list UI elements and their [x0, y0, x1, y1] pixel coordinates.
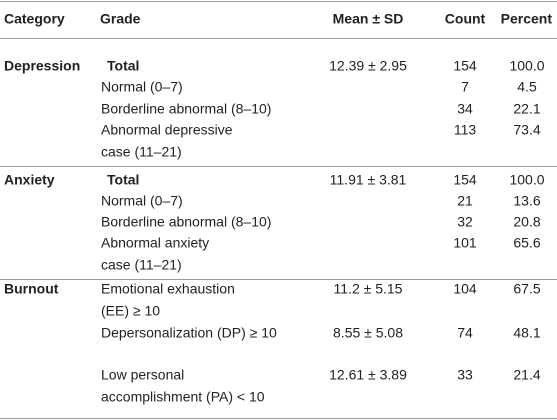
- grade-cell: (EE) ≥ 10: [101, 303, 160, 319]
- header-cell: Category: [4, 11, 65, 27]
- mean-cell: 12.39 ± 2.95: [329, 58, 407, 74]
- count-cell: 154: [453, 172, 477, 188]
- header-cell: Mean ± SD: [333, 11, 404, 27]
- grade-cell: Total: [107, 172, 139, 188]
- mean-cell: 11.2 ± 5.15: [334, 281, 403, 297]
- grade-cell: case (11–21): [101, 144, 182, 160]
- count-cell: 34: [457, 101, 473, 117]
- grade-cell: Abnormal anxiety: [101, 235, 209, 251]
- percent-cell: 100.0: [509, 58, 544, 74]
- percent-cell: 48.1: [513, 325, 540, 341]
- count-cell: 33: [457, 367, 473, 383]
- count-cell: 101: [453, 235, 477, 251]
- mean-cell: 8.55 ± 5.08: [333, 325, 403, 341]
- percent-cell: 20.8: [513, 214, 540, 230]
- percent-cell: 67.5: [513, 281, 540, 297]
- category-cell: Burnout: [4, 281, 59, 297]
- grade-cell: Borderline abnormal (8–10): [101, 214, 271, 230]
- category-cell: Anxiety: [4, 172, 55, 188]
- count-cell: 32: [457, 214, 473, 230]
- grade-cell: Depersonalization (DP) ≥ 10: [101, 325, 277, 341]
- percent-cell: 100.0: [509, 172, 544, 188]
- grade-cell: Total: [107, 58, 139, 74]
- percent-cell: 65.6: [513, 235, 540, 251]
- percent-cell: 4.5: [517, 79, 537, 95]
- header-cell: Grade: [100, 11, 141, 27]
- count-cell: 154: [453, 58, 477, 74]
- grade-cell: Emotional exhaustion: [101, 281, 235, 297]
- grade-cell: case (11–21): [101, 257, 182, 273]
- count-cell: 21: [457, 193, 473, 209]
- count-cell: 113: [454, 122, 477, 138]
- grade-cell: Normal (0–7): [101, 79, 183, 95]
- percent-cell: 73.4: [513, 122, 540, 138]
- grade-cell: Abnormal depressive: [101, 122, 233, 138]
- header-cell: Percent: [501, 11, 553, 27]
- count-cell: 104: [453, 281, 477, 297]
- grade-cell: Borderline abnormal (8–10): [101, 101, 271, 117]
- percent-cell: 22.1: [513, 101, 540, 117]
- count-cell: 74: [457, 325, 473, 341]
- grade-cell: Low personal: [101, 367, 184, 383]
- header-cell: Count: [445, 11, 486, 27]
- category-cell: Depression: [4, 58, 80, 74]
- percent-cell: 13.6: [513, 193, 540, 209]
- grade-cell: accomplishment (PA) < 10: [101, 389, 265, 405]
- count-cell: 7: [461, 79, 469, 95]
- mean-cell: 11.91 ± 3.81: [330, 172, 407, 188]
- grade-cell: Normal (0–7): [101, 193, 183, 209]
- mean-cell: 12.61 ± 3.89: [329, 367, 407, 383]
- percent-cell: 21.4: [513, 367, 540, 383]
